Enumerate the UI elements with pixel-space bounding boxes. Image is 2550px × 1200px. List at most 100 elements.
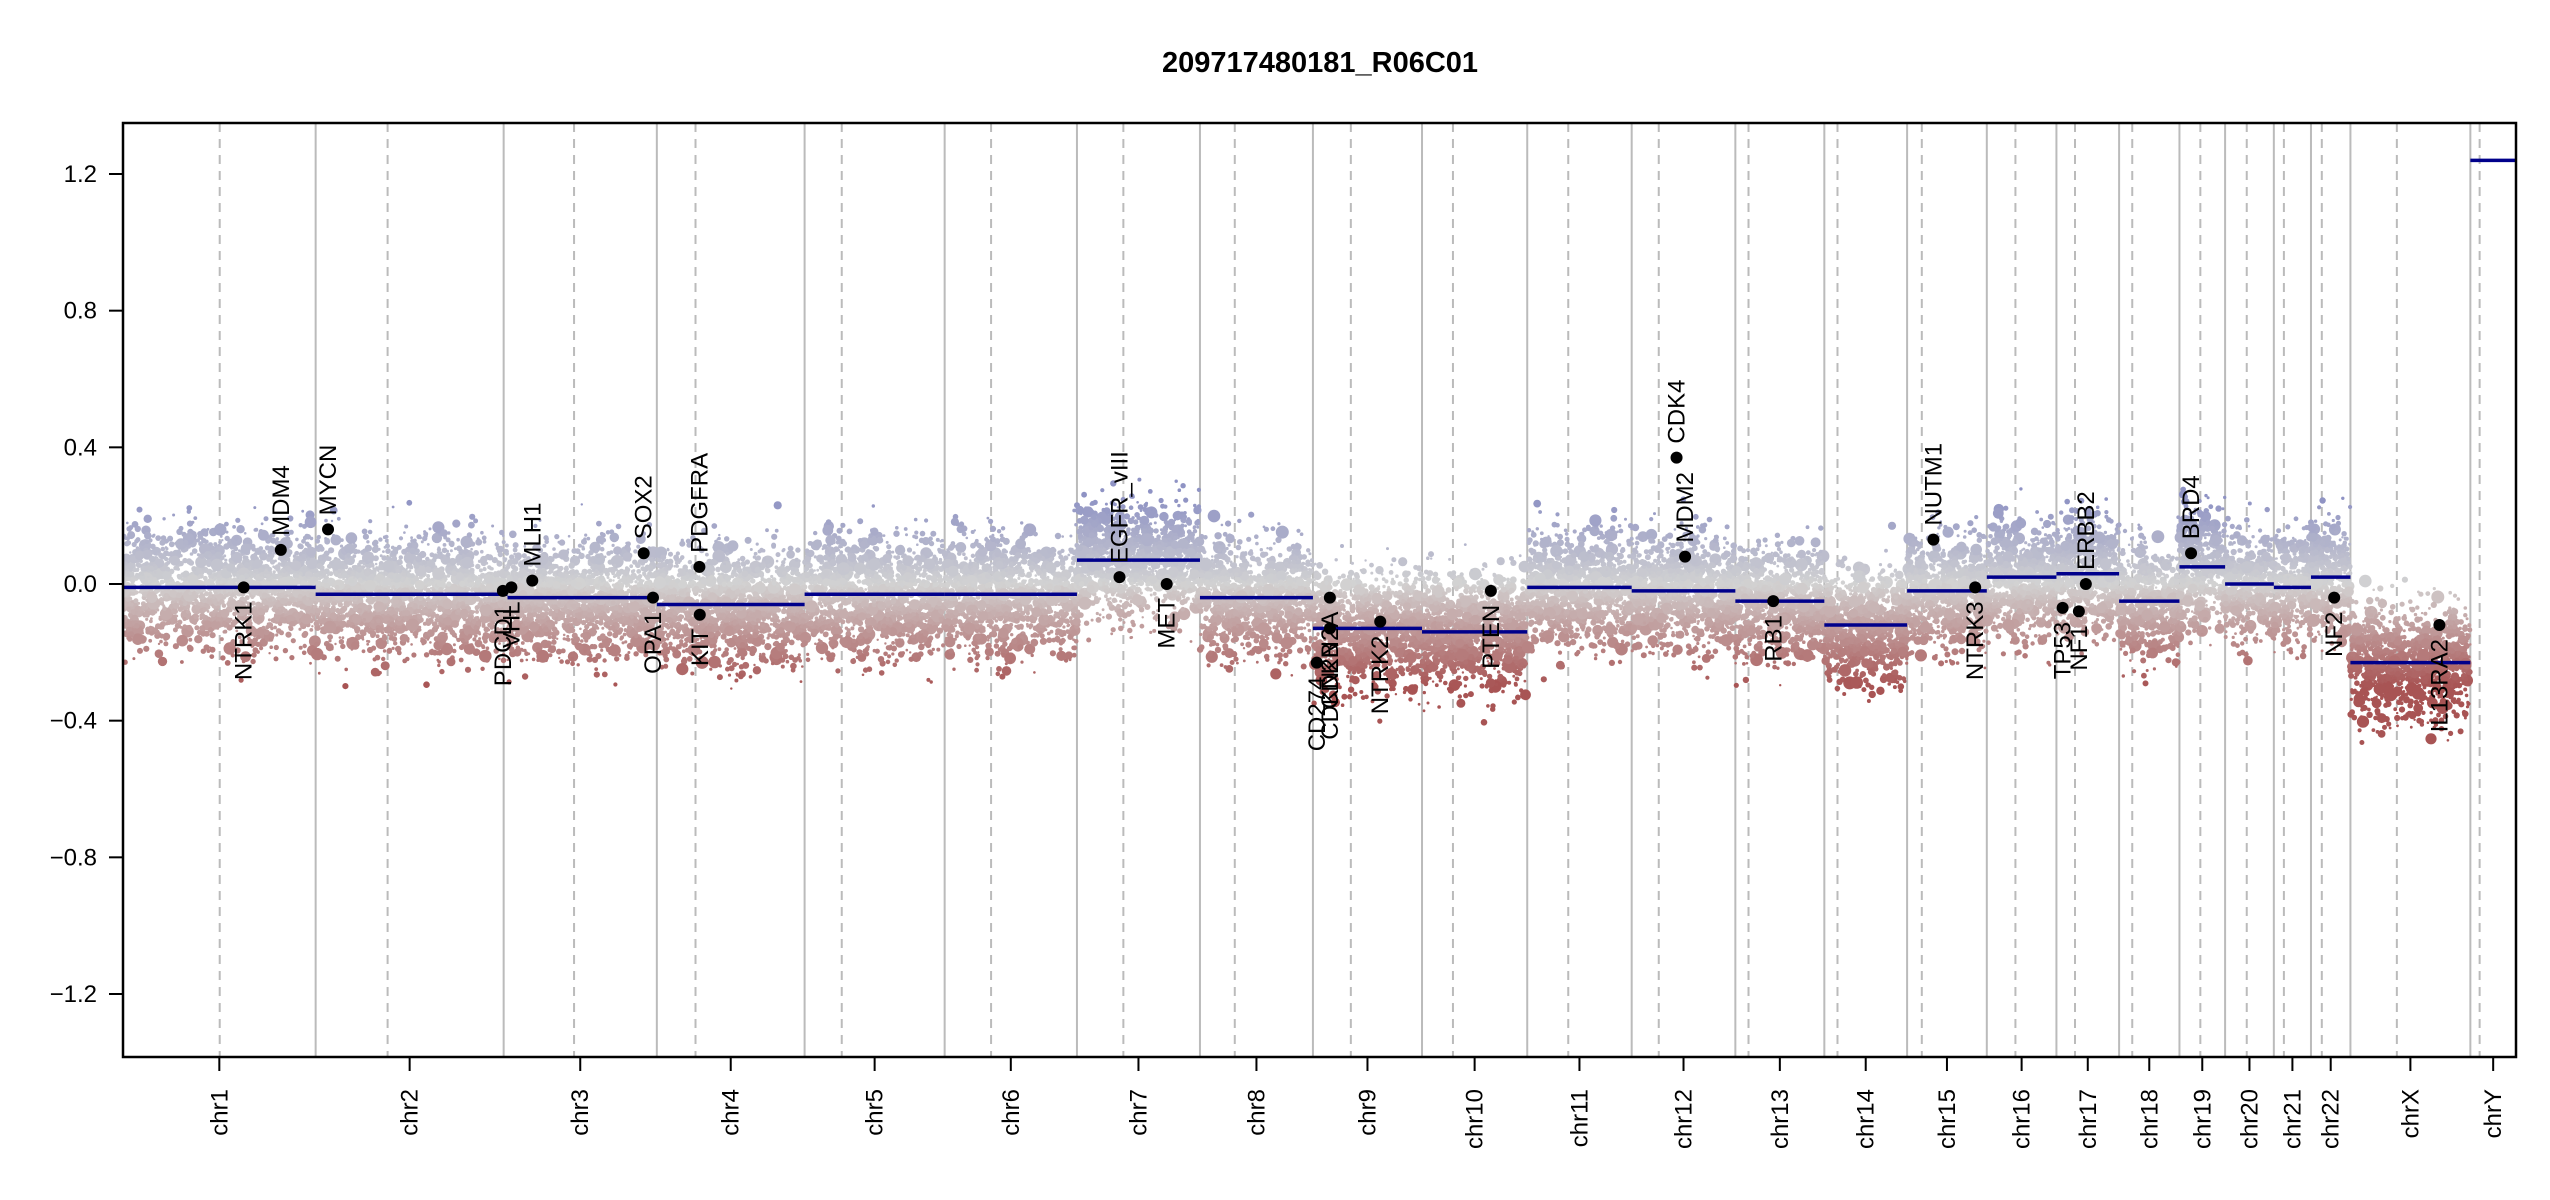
probe-point — [545, 643, 551, 648]
probe-point — [343, 558, 350, 564]
probe-point — [261, 625, 266, 630]
probe-point — [324, 537, 328, 540]
probe-point — [382, 597, 389, 604]
probe-point — [286, 566, 292, 573]
probe-point — [148, 638, 153, 643]
probe-point — [598, 620, 601, 623]
probe-point — [130, 609, 136, 615]
probe-point — [341, 636, 345, 640]
probe-point — [599, 633, 606, 640]
probe-point — [194, 635, 203, 644]
probe-point — [580, 639, 584, 643]
probe-point — [569, 623, 574, 627]
probe-point — [438, 617, 443, 622]
probe-point — [412, 538, 417, 543]
probe-point — [456, 537, 460, 542]
probe-point — [285, 631, 292, 638]
probe-point — [408, 578, 411, 581]
probe-point — [361, 623, 364, 626]
probe-point — [182, 617, 187, 621]
probe-point — [428, 602, 432, 606]
probe-point — [261, 549, 266, 554]
probe-point — [594, 549, 598, 554]
probe-point — [620, 591, 626, 596]
probe-point — [273, 625, 277, 630]
probe-point — [157, 642, 161, 646]
probe-point — [285, 572, 289, 576]
probe-point — [273, 644, 279, 651]
probe-point — [125, 536, 130, 541]
probe-point — [422, 606, 429, 614]
probe-point — [529, 601, 534, 606]
probe-point — [199, 616, 203, 621]
probe-point — [456, 562, 460, 566]
probe-point — [551, 639, 557, 645]
probe-point — [311, 625, 314, 628]
probe-point — [606, 576, 610, 579]
probe-point — [581, 603, 587, 609]
probe-point — [551, 605, 556, 609]
probe-point — [480, 666, 485, 671]
probe-point — [607, 590, 610, 594]
probe-point — [623, 629, 627, 633]
probe-point — [634, 634, 639, 639]
probe-point — [268, 637, 274, 642]
probe-point — [198, 535, 204, 540]
probe-point — [505, 564, 511, 570]
probe-point — [157, 623, 165, 630]
probe-point — [213, 576, 218, 580]
probe-point — [277, 570, 281, 574]
probe-point — [435, 600, 441, 606]
probe-point — [344, 623, 350, 628]
probe-point — [395, 573, 402, 580]
probe-point — [482, 624, 486, 628]
probe-point — [340, 643, 346, 650]
probe-point — [377, 583, 380, 586]
probe-point — [334, 585, 340, 591]
probe-point — [512, 542, 519, 549]
probe-point — [328, 547, 335, 554]
probe-point — [302, 630, 309, 637]
probe-point — [211, 620, 221, 630]
probe-point — [406, 562, 413, 569]
probe-point — [364, 579, 376, 592]
probe-point — [172, 627, 178, 633]
probe-point — [436, 536, 441, 540]
probe-point — [382, 560, 395, 572]
probe-point — [223, 554, 227, 558]
probe-point — [633, 549, 638, 554]
probe-point — [268, 652, 271, 655]
probe-point — [359, 634, 365, 640]
probe-point — [399, 634, 408, 643]
probe-point — [150, 617, 153, 620]
probe-point — [266, 573, 271, 579]
probe-point — [336, 516, 341, 521]
probe-point — [165, 547, 169, 551]
probe-point — [283, 649, 287, 654]
probe-point — [467, 633, 473, 639]
probe-point — [499, 529, 505, 536]
probe-point — [193, 613, 199, 620]
probe-point — [466, 552, 471, 557]
probe-point — [558, 565, 564, 571]
probe-point — [601, 537, 607, 543]
probe-point — [275, 537, 279, 541]
probe-point — [162, 571, 172, 580]
probe-point — [176, 550, 182, 555]
probe-point — [568, 570, 572, 575]
probe-point — [129, 617, 133, 621]
probe-point — [523, 648, 527, 653]
probe-point — [379, 554, 383, 558]
probe-point — [235, 517, 241, 523]
probe-point — [387, 647, 392, 653]
probe-point — [390, 575, 394, 579]
probe-point — [364, 544, 372, 552]
probe-point — [562, 633, 566, 637]
probe-point — [536, 649, 550, 663]
probe-point — [348, 577, 355, 584]
probe-point — [491, 598, 497, 603]
probe-point — [424, 566, 432, 573]
probe-point — [243, 562, 250, 569]
probe-point — [285, 553, 290, 558]
